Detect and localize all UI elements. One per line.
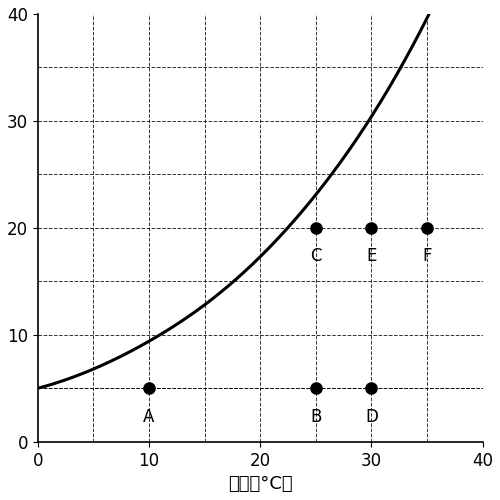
Point bbox=[312, 224, 320, 232]
Point bbox=[145, 384, 153, 392]
Text: F: F bbox=[422, 247, 432, 265]
Text: C: C bbox=[310, 247, 322, 265]
Point bbox=[368, 224, 376, 232]
X-axis label: 気温（°C）: 気温（°C） bbox=[228, 475, 292, 493]
Text: B: B bbox=[310, 408, 322, 426]
Point bbox=[423, 224, 431, 232]
Point bbox=[368, 384, 376, 392]
Point bbox=[312, 384, 320, 392]
Text: D: D bbox=[365, 408, 378, 426]
Text: A: A bbox=[144, 408, 154, 426]
Text: E: E bbox=[366, 247, 376, 265]
